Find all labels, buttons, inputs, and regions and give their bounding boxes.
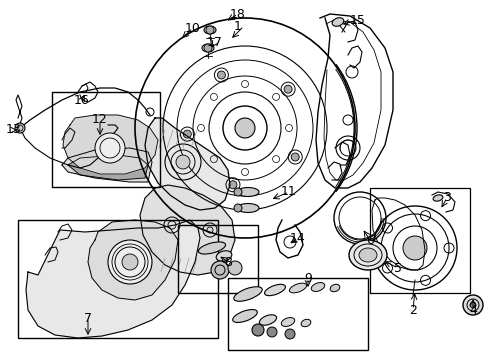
Text: 2: 2 bbox=[408, 303, 416, 316]
Ellipse shape bbox=[203, 26, 216, 34]
Polygon shape bbox=[63, 115, 158, 174]
Text: 3: 3 bbox=[442, 192, 450, 204]
Bar bbox=[52, 92, 160, 187]
Polygon shape bbox=[88, 220, 178, 300]
Polygon shape bbox=[26, 220, 200, 338]
Polygon shape bbox=[68, 155, 148, 180]
Circle shape bbox=[235, 118, 254, 138]
Circle shape bbox=[203, 44, 212, 52]
Polygon shape bbox=[145, 118, 229, 210]
Ellipse shape bbox=[289, 283, 306, 293]
Bar bbox=[178, 225, 258, 293]
Circle shape bbox=[205, 26, 214, 34]
Circle shape bbox=[291, 153, 299, 161]
Circle shape bbox=[227, 261, 242, 275]
Circle shape bbox=[210, 261, 228, 279]
Circle shape bbox=[108, 240, 152, 284]
Ellipse shape bbox=[329, 284, 339, 292]
Ellipse shape bbox=[202, 44, 214, 52]
Circle shape bbox=[284, 85, 291, 93]
Ellipse shape bbox=[311, 283, 324, 292]
Circle shape bbox=[462, 295, 482, 315]
Circle shape bbox=[228, 181, 237, 189]
Text: 6: 6 bbox=[366, 234, 373, 247]
Ellipse shape bbox=[331, 18, 343, 26]
Ellipse shape bbox=[237, 188, 259, 197]
Text: 5: 5 bbox=[393, 261, 401, 274]
Bar bbox=[227, 278, 367, 350]
Circle shape bbox=[183, 130, 191, 138]
Circle shape bbox=[176, 155, 190, 169]
Ellipse shape bbox=[198, 242, 225, 254]
Circle shape bbox=[285, 329, 294, 339]
Text: 10: 10 bbox=[184, 22, 201, 35]
Text: 1: 1 bbox=[234, 19, 242, 32]
Ellipse shape bbox=[216, 251, 231, 261]
Ellipse shape bbox=[301, 319, 310, 327]
Ellipse shape bbox=[348, 240, 386, 270]
Bar bbox=[18, 220, 218, 338]
Text: 16: 16 bbox=[74, 94, 90, 107]
Circle shape bbox=[234, 204, 242, 212]
Ellipse shape bbox=[264, 284, 285, 296]
Text: 13: 13 bbox=[6, 123, 22, 136]
Text: 9: 9 bbox=[304, 271, 311, 284]
Ellipse shape bbox=[237, 203, 259, 212]
Text: 4: 4 bbox=[468, 303, 476, 316]
Ellipse shape bbox=[432, 195, 442, 201]
Ellipse shape bbox=[281, 318, 294, 327]
Text: 17: 17 bbox=[206, 36, 223, 49]
Ellipse shape bbox=[232, 310, 257, 323]
Text: 7: 7 bbox=[84, 311, 92, 324]
Circle shape bbox=[15, 123, 25, 133]
Circle shape bbox=[95, 133, 125, 163]
Ellipse shape bbox=[259, 315, 276, 325]
Circle shape bbox=[217, 71, 225, 79]
Text: 14: 14 bbox=[289, 231, 305, 244]
Circle shape bbox=[122, 254, 138, 270]
Polygon shape bbox=[62, 148, 152, 182]
Text: 11: 11 bbox=[281, 185, 296, 198]
Circle shape bbox=[251, 324, 264, 336]
Polygon shape bbox=[140, 185, 235, 275]
Text: 8: 8 bbox=[224, 256, 231, 269]
Bar bbox=[369, 188, 469, 293]
Circle shape bbox=[469, 302, 475, 308]
Ellipse shape bbox=[358, 248, 376, 262]
Circle shape bbox=[402, 236, 426, 260]
Text: 12: 12 bbox=[92, 113, 108, 126]
Circle shape bbox=[266, 327, 276, 337]
Text: 18: 18 bbox=[229, 8, 245, 21]
Ellipse shape bbox=[233, 287, 262, 301]
Text: 15: 15 bbox=[349, 13, 365, 27]
Circle shape bbox=[234, 188, 242, 196]
